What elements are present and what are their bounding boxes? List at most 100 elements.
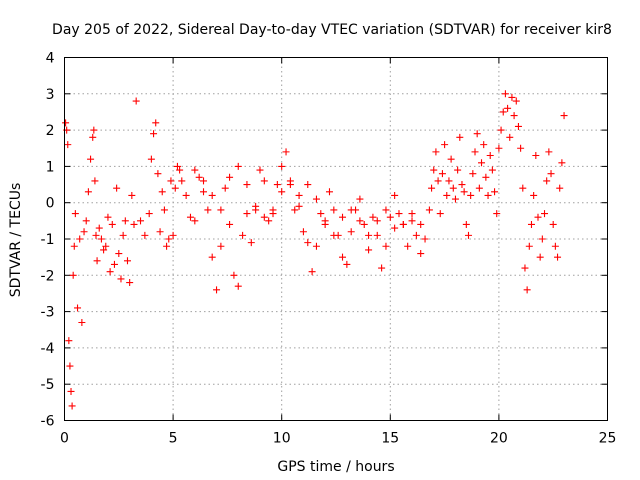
data-point-group-d xyxy=(462,220,470,228)
data-point-group-a xyxy=(167,177,175,185)
x-axis-label: GPS time / hours xyxy=(277,459,394,475)
data-point-group-b xyxy=(417,250,425,258)
data-point-group-b xyxy=(195,173,203,181)
data-point-group-b xyxy=(317,210,325,218)
data-point-group-c xyxy=(191,166,199,174)
data-point-group-b xyxy=(182,191,190,199)
data-point-group-c xyxy=(260,213,268,221)
data-point-group-d xyxy=(445,177,453,185)
grid xyxy=(64,57,608,421)
data-point-group-b xyxy=(217,242,225,250)
data-point-group-b xyxy=(373,231,381,239)
data-point-group-d xyxy=(525,242,533,250)
data-point-group-b xyxy=(386,213,394,221)
data-point-group-a xyxy=(152,119,160,127)
data-point-group-d xyxy=(480,141,488,149)
data-point-group-b xyxy=(304,239,312,247)
data-points xyxy=(62,90,568,410)
data-point-group-b xyxy=(404,242,412,250)
data-point-group-a xyxy=(173,162,181,170)
data-point-group-b xyxy=(382,242,390,250)
data-point-group-c xyxy=(312,195,320,203)
data-point-group-a xyxy=(115,250,123,258)
data-point-group-d xyxy=(554,253,562,261)
data-point-group-a xyxy=(70,242,78,250)
data-point-group-c xyxy=(417,220,425,228)
x-tick-label: 15 xyxy=(381,431,399,447)
data-point-group-b xyxy=(412,231,420,239)
data-point-group-b xyxy=(256,166,264,174)
data-point-group-b xyxy=(365,246,373,254)
data-point-group-b xyxy=(204,206,212,214)
data-point-group-d xyxy=(514,122,522,130)
data-point-group-b xyxy=(295,202,303,210)
data-point-group-d xyxy=(530,191,538,199)
data-point-group-b xyxy=(299,228,307,236)
data-point-group-a xyxy=(66,362,74,370)
data-point-group-b xyxy=(265,217,273,225)
data-point-group-a xyxy=(119,231,127,239)
data-point-group-d xyxy=(464,231,472,239)
data-point-group-b xyxy=(312,242,320,250)
data-point-group-d xyxy=(475,184,483,192)
data-point-group-c xyxy=(321,220,329,228)
data-point-group-a xyxy=(78,318,86,326)
data-point-group-d xyxy=(434,177,442,185)
data-point-group-a xyxy=(160,206,168,214)
data-point-group-d xyxy=(438,170,446,178)
data-point-group-d xyxy=(478,159,486,167)
data-point-group-b xyxy=(330,206,338,214)
data-point-group-b xyxy=(343,260,351,268)
data-point-group-b xyxy=(291,206,299,214)
data-point-group-c xyxy=(234,162,242,170)
data-point-group-d xyxy=(486,152,494,160)
y-tick-label: 0 xyxy=(46,196,55,212)
y-tick-label: -2 xyxy=(41,268,55,284)
data-point-group-b xyxy=(273,181,281,189)
y-tick-label: 3 xyxy=(46,87,55,103)
x-tick-label: 20 xyxy=(490,431,508,447)
data-point-group-b xyxy=(347,228,355,236)
y-tick-label: -4 xyxy=(41,341,55,357)
data-point-group-a xyxy=(104,213,112,221)
data-point-group-a xyxy=(87,155,95,163)
data-point-group-a xyxy=(68,402,76,410)
data-point-group-b xyxy=(208,253,216,261)
data-point-group-a xyxy=(80,228,88,236)
data-point-group-a xyxy=(84,188,92,196)
data-point-group-c xyxy=(347,206,355,214)
data-point-group-b xyxy=(308,268,316,276)
data-point-group-d xyxy=(451,195,459,203)
data-point-group-d xyxy=(454,166,462,174)
data-point-group-d xyxy=(447,155,455,163)
data-point-group-d xyxy=(551,242,559,250)
data-point-group-b xyxy=(226,220,234,228)
data-point-group-a xyxy=(147,155,155,163)
data-point-group-c xyxy=(208,191,216,199)
data-point-group-c xyxy=(365,231,373,239)
data-point-group-c xyxy=(269,206,277,214)
data-point-group-d xyxy=(467,191,475,199)
data-point-group-d xyxy=(501,90,509,98)
data-point-group-a xyxy=(123,257,131,265)
data-point-group-d xyxy=(436,210,444,218)
data-point-group-d xyxy=(495,144,503,152)
data-point-group-a xyxy=(158,188,166,196)
data-point-group-a xyxy=(76,235,84,243)
data-point-group-c xyxy=(252,202,260,210)
data-point-group-d xyxy=(432,148,440,156)
data-point-group-d xyxy=(473,130,481,138)
data-point-group-b xyxy=(213,286,221,294)
data-point-group-d xyxy=(430,166,438,174)
data-point-group-d xyxy=(443,191,451,199)
data-point-group-a xyxy=(67,387,75,395)
data-point-group-d xyxy=(558,159,566,167)
data-point-group-d xyxy=(512,97,520,105)
data-point-group-a xyxy=(110,260,118,268)
data-point-group-c xyxy=(330,231,338,239)
y-tick-label: -1 xyxy=(41,232,55,248)
data-point-group-a xyxy=(145,210,153,218)
data-point-group-a xyxy=(106,268,114,276)
